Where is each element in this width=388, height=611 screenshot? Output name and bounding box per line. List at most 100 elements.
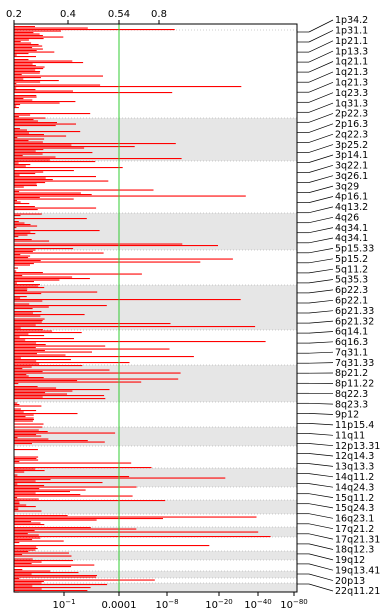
bar: [14, 530, 35, 532]
bar: [14, 284, 40, 286]
bar: [14, 483, 18, 485]
bottom-tick-label: 10−80: [280, 598, 308, 611]
bar: [14, 588, 42, 590]
bar: [14, 342, 37, 344]
bar: [14, 398, 106, 400]
cytoband-labels: 1p34.21p31.11p21.11p13.31q21.11q21.31q21…: [297, 15, 380, 597]
leader-line: [308, 102, 334, 113]
cytoband-label: 14q24.3: [335, 482, 374, 493]
bar: [14, 95, 37, 97]
leader-line: [308, 279, 334, 284]
bar: [14, 368, 23, 370]
bar: [14, 245, 218, 247]
bar: [14, 293, 42, 295]
chrom-band-20: [14, 571, 297, 578]
bar: [14, 537, 41, 539]
chrom-band-10: [14, 427, 297, 446]
bar: [14, 449, 38, 451]
cytoband-label: 1q21.3: [335, 78, 368, 89]
bar: [14, 74, 22, 76]
bar: [14, 173, 36, 175]
cytoband-label: 14q11.2: [335, 472, 374, 483]
bottom-tick-label: 10−8: [155, 598, 178, 611]
leader-line: [308, 563, 334, 571]
cytoband-label: 15q11.2: [335, 493, 374, 504]
cytoband-label: 5q35.3: [335, 275, 368, 286]
cytoband-label: 5p15.2: [335, 254, 368, 265]
bar: [14, 414, 34, 416]
bar: [14, 101, 76, 103]
cytoband-label: 4q34.1: [335, 223, 368, 234]
cytoband-label: 3p25.2: [335, 140, 368, 151]
bar: [14, 53, 29, 55]
bar: [14, 80, 59, 82]
cytoband-label: 13q13.3: [335, 462, 374, 473]
bar: [14, 320, 43, 322]
bar: [14, 528, 137, 530]
bar: [14, 153, 43, 155]
bar: [14, 372, 181, 374]
bar: [14, 390, 73, 392]
bar: [14, 363, 40, 365]
bar: [14, 78, 24, 80]
bar: [14, 164, 31, 166]
cytoband-label: 6p21.32: [335, 316, 374, 327]
leader-line: [308, 30, 334, 43]
bar: [14, 395, 105, 397]
bar: [14, 51, 55, 53]
bar: [14, 413, 78, 415]
cytoband-label: 4p16.1: [335, 192, 368, 203]
cytoband-label: 11q11: [335, 431, 365, 442]
bar: [14, 548, 38, 550]
leader-line: [308, 299, 334, 304]
cytoband-label: 2p16.3: [335, 119, 368, 130]
bar: [14, 87, 17, 89]
bar: [14, 275, 23, 277]
leader-line: [308, 463, 334, 467]
leader-line: [308, 154, 334, 163]
bar: [14, 92, 173, 94]
bar: [14, 99, 33, 101]
leader-line: [308, 473, 334, 478]
bar: [14, 33, 40, 35]
bar: [14, 534, 39, 536]
cytoband-label: 6q16.3: [335, 337, 368, 348]
bar: [14, 420, 33, 422]
bar: [14, 230, 100, 232]
bar: [14, 213, 42, 215]
leader-line: [308, 533, 334, 540]
bar: [14, 435, 42, 437]
cytoband-label: 6p22.1: [335, 296, 368, 307]
bar: [14, 476, 130, 478]
cytoband-label: 7q31.33: [335, 358, 374, 369]
cytoband-label: 1p31.1: [335, 26, 368, 37]
bar: [14, 30, 61, 32]
bar: [14, 527, 91, 529]
bar: [14, 278, 90, 280]
leader-line: [308, 351, 334, 354]
bar: [14, 587, 91, 589]
bar: [14, 267, 18, 269]
bar: [14, 480, 36, 482]
bar: [14, 585, 33, 587]
bar: [14, 161, 96, 163]
bar: [14, 243, 183, 245]
leader-line: [308, 216, 334, 224]
bar: [14, 566, 72, 568]
bar: [14, 206, 35, 208]
leader-line: [308, 92, 334, 103]
cytoband-label: 2q22.3: [335, 129, 368, 140]
leader-line: [308, 123, 334, 133]
bar: [14, 29, 175, 31]
leader-line: [308, 237, 334, 244]
bar: [14, 573, 32, 575]
bar: [14, 207, 97, 209]
bottom-tick-label: 10−20: [205, 598, 233, 611]
cytoband-label: 1q23.3: [335, 88, 368, 99]
cytoband-label: 12q14.3: [335, 451, 374, 462]
bar: [14, 75, 103, 77]
bar: [14, 170, 74, 172]
bar: [14, 63, 33, 65]
bar: [14, 119, 34, 121]
